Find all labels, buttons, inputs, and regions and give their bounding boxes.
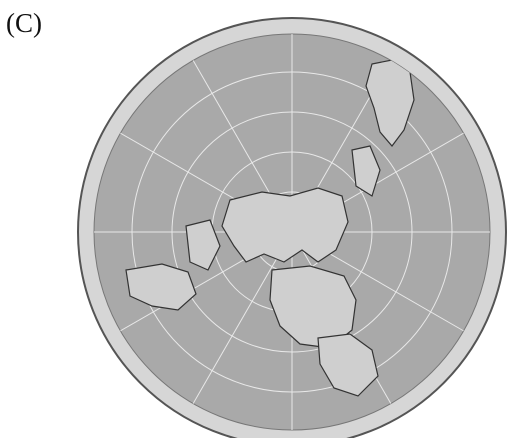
western-land [125,263,197,311]
land [125,59,415,397]
island [185,219,221,271]
island-east [351,145,381,197]
figure-label: (C) [6,8,42,38]
southern-peninsula [317,333,379,397]
arctic-lands [221,187,349,263]
